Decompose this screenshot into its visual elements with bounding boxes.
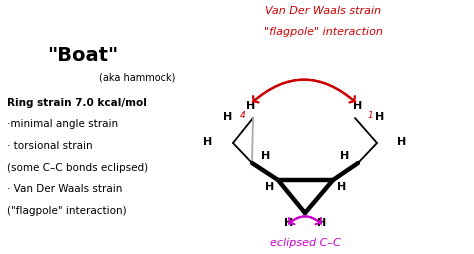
Text: H: H xyxy=(340,151,349,161)
Text: H: H xyxy=(284,218,293,228)
Text: (aka hammock): (aka hammock) xyxy=(99,72,176,83)
Text: H: H xyxy=(203,137,213,148)
Text: Ring strain 7.0 kcal/mol: Ring strain 7.0 kcal/mol xyxy=(7,98,147,108)
Text: eclipsed C–C: eclipsed C–C xyxy=(270,238,340,248)
Text: 4: 4 xyxy=(240,111,246,120)
Text: ("flagpole" interaction): ("flagpole" interaction) xyxy=(7,206,127,216)
Text: Van Der Waals strain: Van Der Waals strain xyxy=(265,6,381,16)
Text: H: H xyxy=(265,182,274,192)
Text: (some C–C bonds eclipsed): (some C–C bonds eclipsed) xyxy=(7,163,148,172)
Text: H: H xyxy=(223,112,233,122)
Text: · Van Der Waals strain: · Van Der Waals strain xyxy=(7,184,122,194)
Text: "flagpole" interaction: "flagpole" interaction xyxy=(264,27,383,37)
Text: H: H xyxy=(337,182,346,192)
Text: ·minimal angle strain: ·minimal angle strain xyxy=(7,119,118,129)
Text: H: H xyxy=(353,101,363,112)
Text: H: H xyxy=(246,101,255,112)
Text: · torsional strain: · torsional strain xyxy=(7,141,93,151)
Text: "Boat": "Boat" xyxy=(47,46,118,65)
Text: H: H xyxy=(261,151,270,161)
Text: H: H xyxy=(397,137,407,148)
Text: 1: 1 xyxy=(368,111,374,120)
Text: H: H xyxy=(375,112,384,122)
Text: H: H xyxy=(317,218,326,228)
